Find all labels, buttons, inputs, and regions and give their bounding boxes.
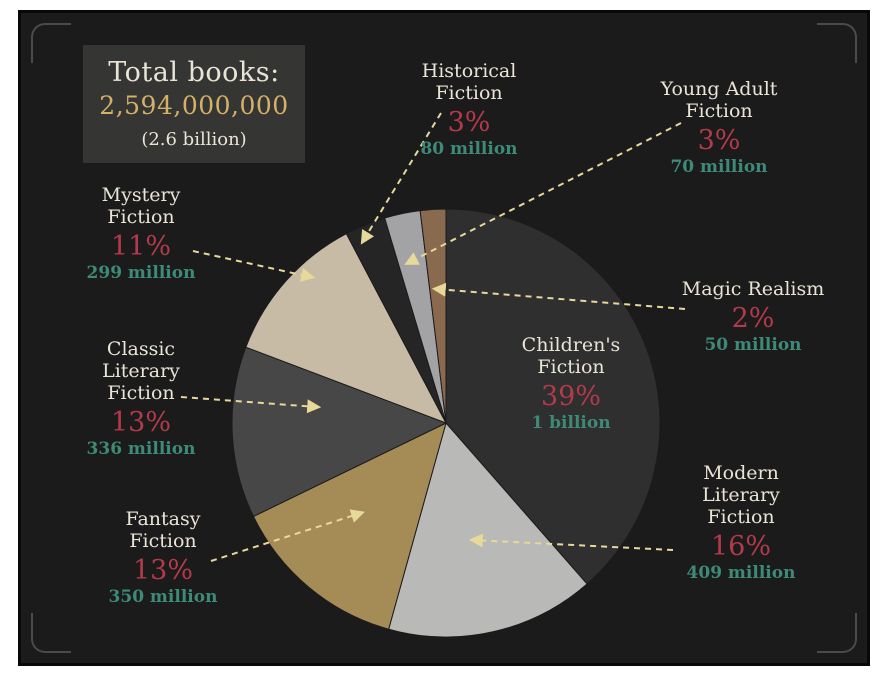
slice-percent: 16% xyxy=(710,530,771,562)
slice-name: Magic Realism xyxy=(681,278,825,300)
slice-count: 1 billion xyxy=(531,412,611,433)
total-value: 2,594,000,000 xyxy=(99,91,289,120)
slice-percent: 11% xyxy=(110,230,171,262)
corner-ornament xyxy=(31,23,71,63)
total-approx: (2.6 billion) xyxy=(141,129,247,150)
infographic-frame: Total books: 2,594,000,000 (2.6 billion)… xyxy=(18,10,870,666)
corner-ornament xyxy=(817,613,857,653)
slice-name: Modern Literary Fiction xyxy=(702,462,780,528)
slice-count: 409 million xyxy=(686,562,796,583)
slice-count: 350 million xyxy=(108,586,218,607)
corner-ornament xyxy=(31,613,71,653)
slice-count: 336 million xyxy=(86,438,196,459)
pie-slice-1 xyxy=(388,421,588,638)
slice-label-0: Children's Fiction 39% 1 billion xyxy=(491,334,651,433)
pie-chart xyxy=(180,112,686,638)
slice-label-4: Mystery Fiction 11% 299 million xyxy=(61,184,221,283)
slice-label-6: Young Adult Fiction 3% 70 million xyxy=(639,78,799,177)
total-label: Total books: xyxy=(108,57,280,88)
slice-count: 80 million xyxy=(420,138,518,159)
slice-count: 70 million xyxy=(670,156,768,177)
leader-line-5 xyxy=(360,112,442,245)
leader-line-6 xyxy=(404,122,682,265)
pie-slice-2 xyxy=(252,422,447,630)
slice-name: Mystery Fiction xyxy=(101,184,181,228)
slice-name: Historical Fiction xyxy=(421,60,517,104)
slice-percent: 39% xyxy=(540,380,601,412)
slice-count: 299 million xyxy=(86,262,196,283)
leader-line-3 xyxy=(180,396,322,414)
slice-name: Classic Literary Fiction xyxy=(102,338,180,404)
slice-label-2: Fantasy Fiction 13% 350 million xyxy=(83,508,243,607)
slice-name: Children's Fiction xyxy=(521,334,621,378)
pie-slice-3 xyxy=(231,346,448,518)
leader-line-4 xyxy=(192,250,316,282)
leader-line-1 xyxy=(468,533,674,551)
pie-slice-4 xyxy=(245,232,448,424)
slice-label-3: Classic Literary Fiction 13% 336 million xyxy=(61,338,221,459)
slice-percent: 13% xyxy=(110,406,171,438)
slice-count: 50 million xyxy=(704,334,802,355)
corner-ornament xyxy=(817,23,857,63)
leader-line-7 xyxy=(431,282,686,310)
slice-label-5: Historical Fiction 3% 80 million xyxy=(389,60,549,159)
slice-percent: 13% xyxy=(132,554,193,586)
pie-slice-7 xyxy=(419,208,447,424)
slice-name: Young Adult Fiction xyxy=(660,78,778,122)
slice-name: Fantasy Fiction xyxy=(125,508,201,552)
leader-line-2 xyxy=(210,509,366,562)
slice-percent: 2% xyxy=(731,302,775,334)
slice-label-1: Modern Literary Fiction 16% 409 million xyxy=(661,462,821,583)
total-books-box: Total books: 2,594,000,000 (2.6 billion) xyxy=(83,45,305,163)
slice-percent: 3% xyxy=(697,124,741,156)
slice-percent: 3% xyxy=(447,106,491,138)
slice-label-7: Magic Realism 2% 50 million xyxy=(673,278,833,355)
